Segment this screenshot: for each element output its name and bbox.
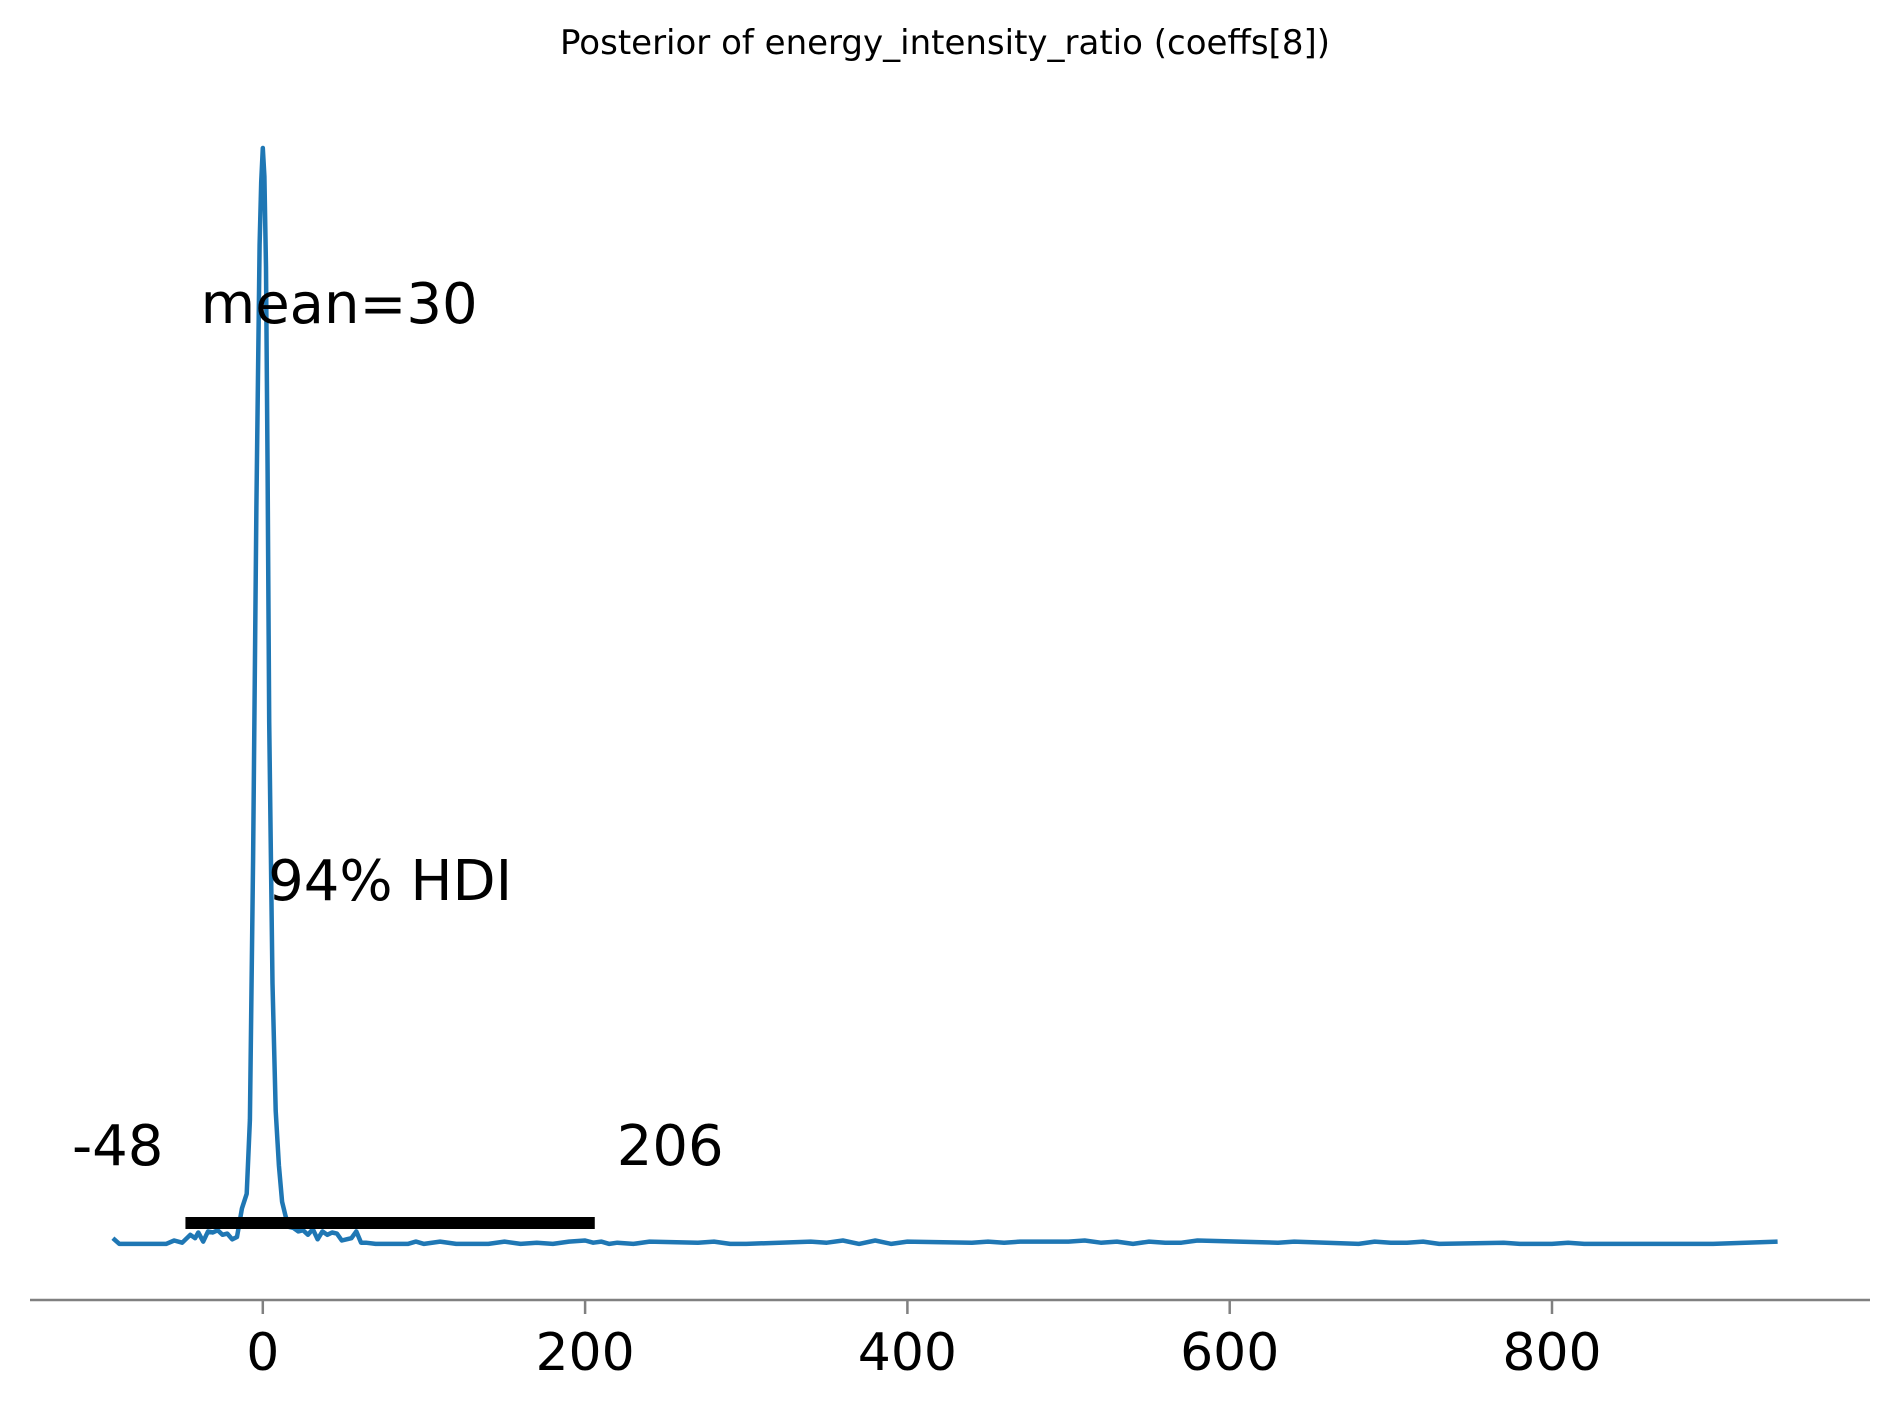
mean-label: mean=30 — [201, 272, 478, 337]
x-tick-label-0: 0 — [246, 1323, 279, 1383]
x-axis-ticks: 0 200 400 600 800 — [246, 1300, 1602, 1383]
x-tick-label-3: 600 — [1180, 1323, 1279, 1383]
x-tick-label-1: 200 — [535, 1323, 634, 1383]
x-tick-label-4: 800 — [1502, 1323, 1601, 1383]
chart-title: Posterior of energy_intensity_ratio (coe… — [560, 23, 1330, 63]
kde-line-series-0 — [111, 145, 1778, 1247]
hdi-high-label: 206 — [617, 1114, 724, 1179]
hdi-label: 94% HDI — [268, 849, 512, 914]
x-tick-label-2: 400 — [858, 1323, 957, 1383]
hdi-low-label: -48 — [72, 1114, 163, 1179]
series-layer — [111, 145, 1778, 1247]
